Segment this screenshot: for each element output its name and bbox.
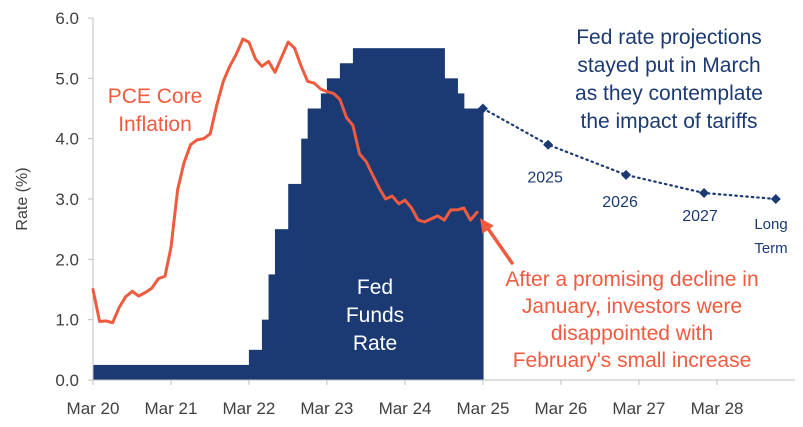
projection-label-long: Long [754, 216, 787, 233]
fed-funds-bar [268, 274, 276, 380]
y-tick-label: 6.0 [55, 9, 79, 28]
x-tick-label: Mar 22 [222, 399, 275, 418]
x-tick-label: Mar 27 [612, 399, 665, 418]
projections-note-line: Fed rate projections [576, 26, 762, 49]
x-tick-label: Mar 20 [67, 399, 120, 418]
projection-label-2026: 2026 [602, 194, 638, 211]
pce-note-line: February's small increase [513, 349, 752, 372]
projection-marker [543, 139, 554, 150]
projection-label-term: Term [754, 240, 787, 257]
y-axis-label: Rate (%) [14, 167, 31, 230]
projections-note-line: as they contemplate [575, 82, 763, 105]
callout-arrow-shaft [483, 222, 514, 265]
y-tick-label: 0.0 [55, 371, 79, 390]
axes-layer: 0.0 1.0 2.0 3.0 4.0 5.0 6.0 Mar 20 Mar 21 Mar 22 M… [14, 9, 795, 418]
x-tick-label: Mar 24 [379, 399, 432, 418]
fed-funds-bar [320, 93, 328, 381]
pce-core-inflation-label: Inflation [118, 113, 192, 136]
fed-funds-bar [248, 349, 263, 380]
projection-marker [770, 194, 781, 204]
callout-arrow-head [479, 218, 494, 234]
y-tick-label: 2.0 [55, 250, 79, 269]
x-tick-label: Mar 28 [691, 399, 744, 418]
projection-marker [699, 187, 710, 198]
projection-marker [621, 169, 632, 180]
x-tick-label: Mar 23 [300, 399, 353, 418]
fed-funds-rate-label: Funds [346, 304, 404, 327]
fed-funds-bar [457, 93, 465, 381]
fed-funds-rate-label: Fed [357, 276, 393, 299]
x-tick-label: Mar 26 [534, 399, 587, 418]
fed-funds-bar [93, 364, 250, 380]
projection-line [481, 107, 777, 201]
annotation-layer: 2025 2026 2027 Long Term Fed Funds Rate PCE Core… [108, 26, 788, 372]
x-tick-label: Mar 21 [144, 399, 197, 418]
pce-note-line: January, investors were [522, 295, 742, 318]
y-tick-label: 4.0 [55, 130, 79, 149]
fed-funds-bar [301, 138, 309, 380]
fed-funds-bar [288, 183, 302, 380]
projection-label-2025: 2025 [527, 170, 563, 187]
y-tick-label: 1.0 [55, 311, 79, 330]
lines-layer [91, 37, 781, 325]
pce-note-line: disappointed with [551, 322, 713, 345]
pce-core-inflation-label: PCE Core [108, 85, 203, 108]
projection-marker [477, 103, 488, 114]
fed-funds-bar [444, 78, 458, 380]
pce-note-line: After a promising decline in [505, 268, 758, 291]
fed-funds-bar [352, 48, 445, 381]
fed-funds-bar [307, 108, 322, 380]
y-tick-label: 5.0 [55, 69, 79, 88]
projections-note-line: the impact of tariffs [580, 110, 757, 133]
fed-funds-rate-label: Rate [353, 332, 397, 355]
fed-funds-bar [326, 78, 341, 380]
projections-note-line: stayed put in March [577, 54, 760, 77]
fed-funds-bar [261, 319, 270, 380]
projection-label-2027: 2027 [682, 208, 718, 225]
pce-core-inflation-line [91, 37, 479, 325]
y-tick-label: 3.0 [55, 190, 79, 209]
x-tick-label: Mar 25 [457, 399, 510, 418]
fed-funds-bar [339, 63, 354, 380]
fed-funds-area-layer [93, 48, 484, 381]
fed-funds-bar [274, 229, 289, 380]
fed-funds-bar [463, 108, 484, 380]
